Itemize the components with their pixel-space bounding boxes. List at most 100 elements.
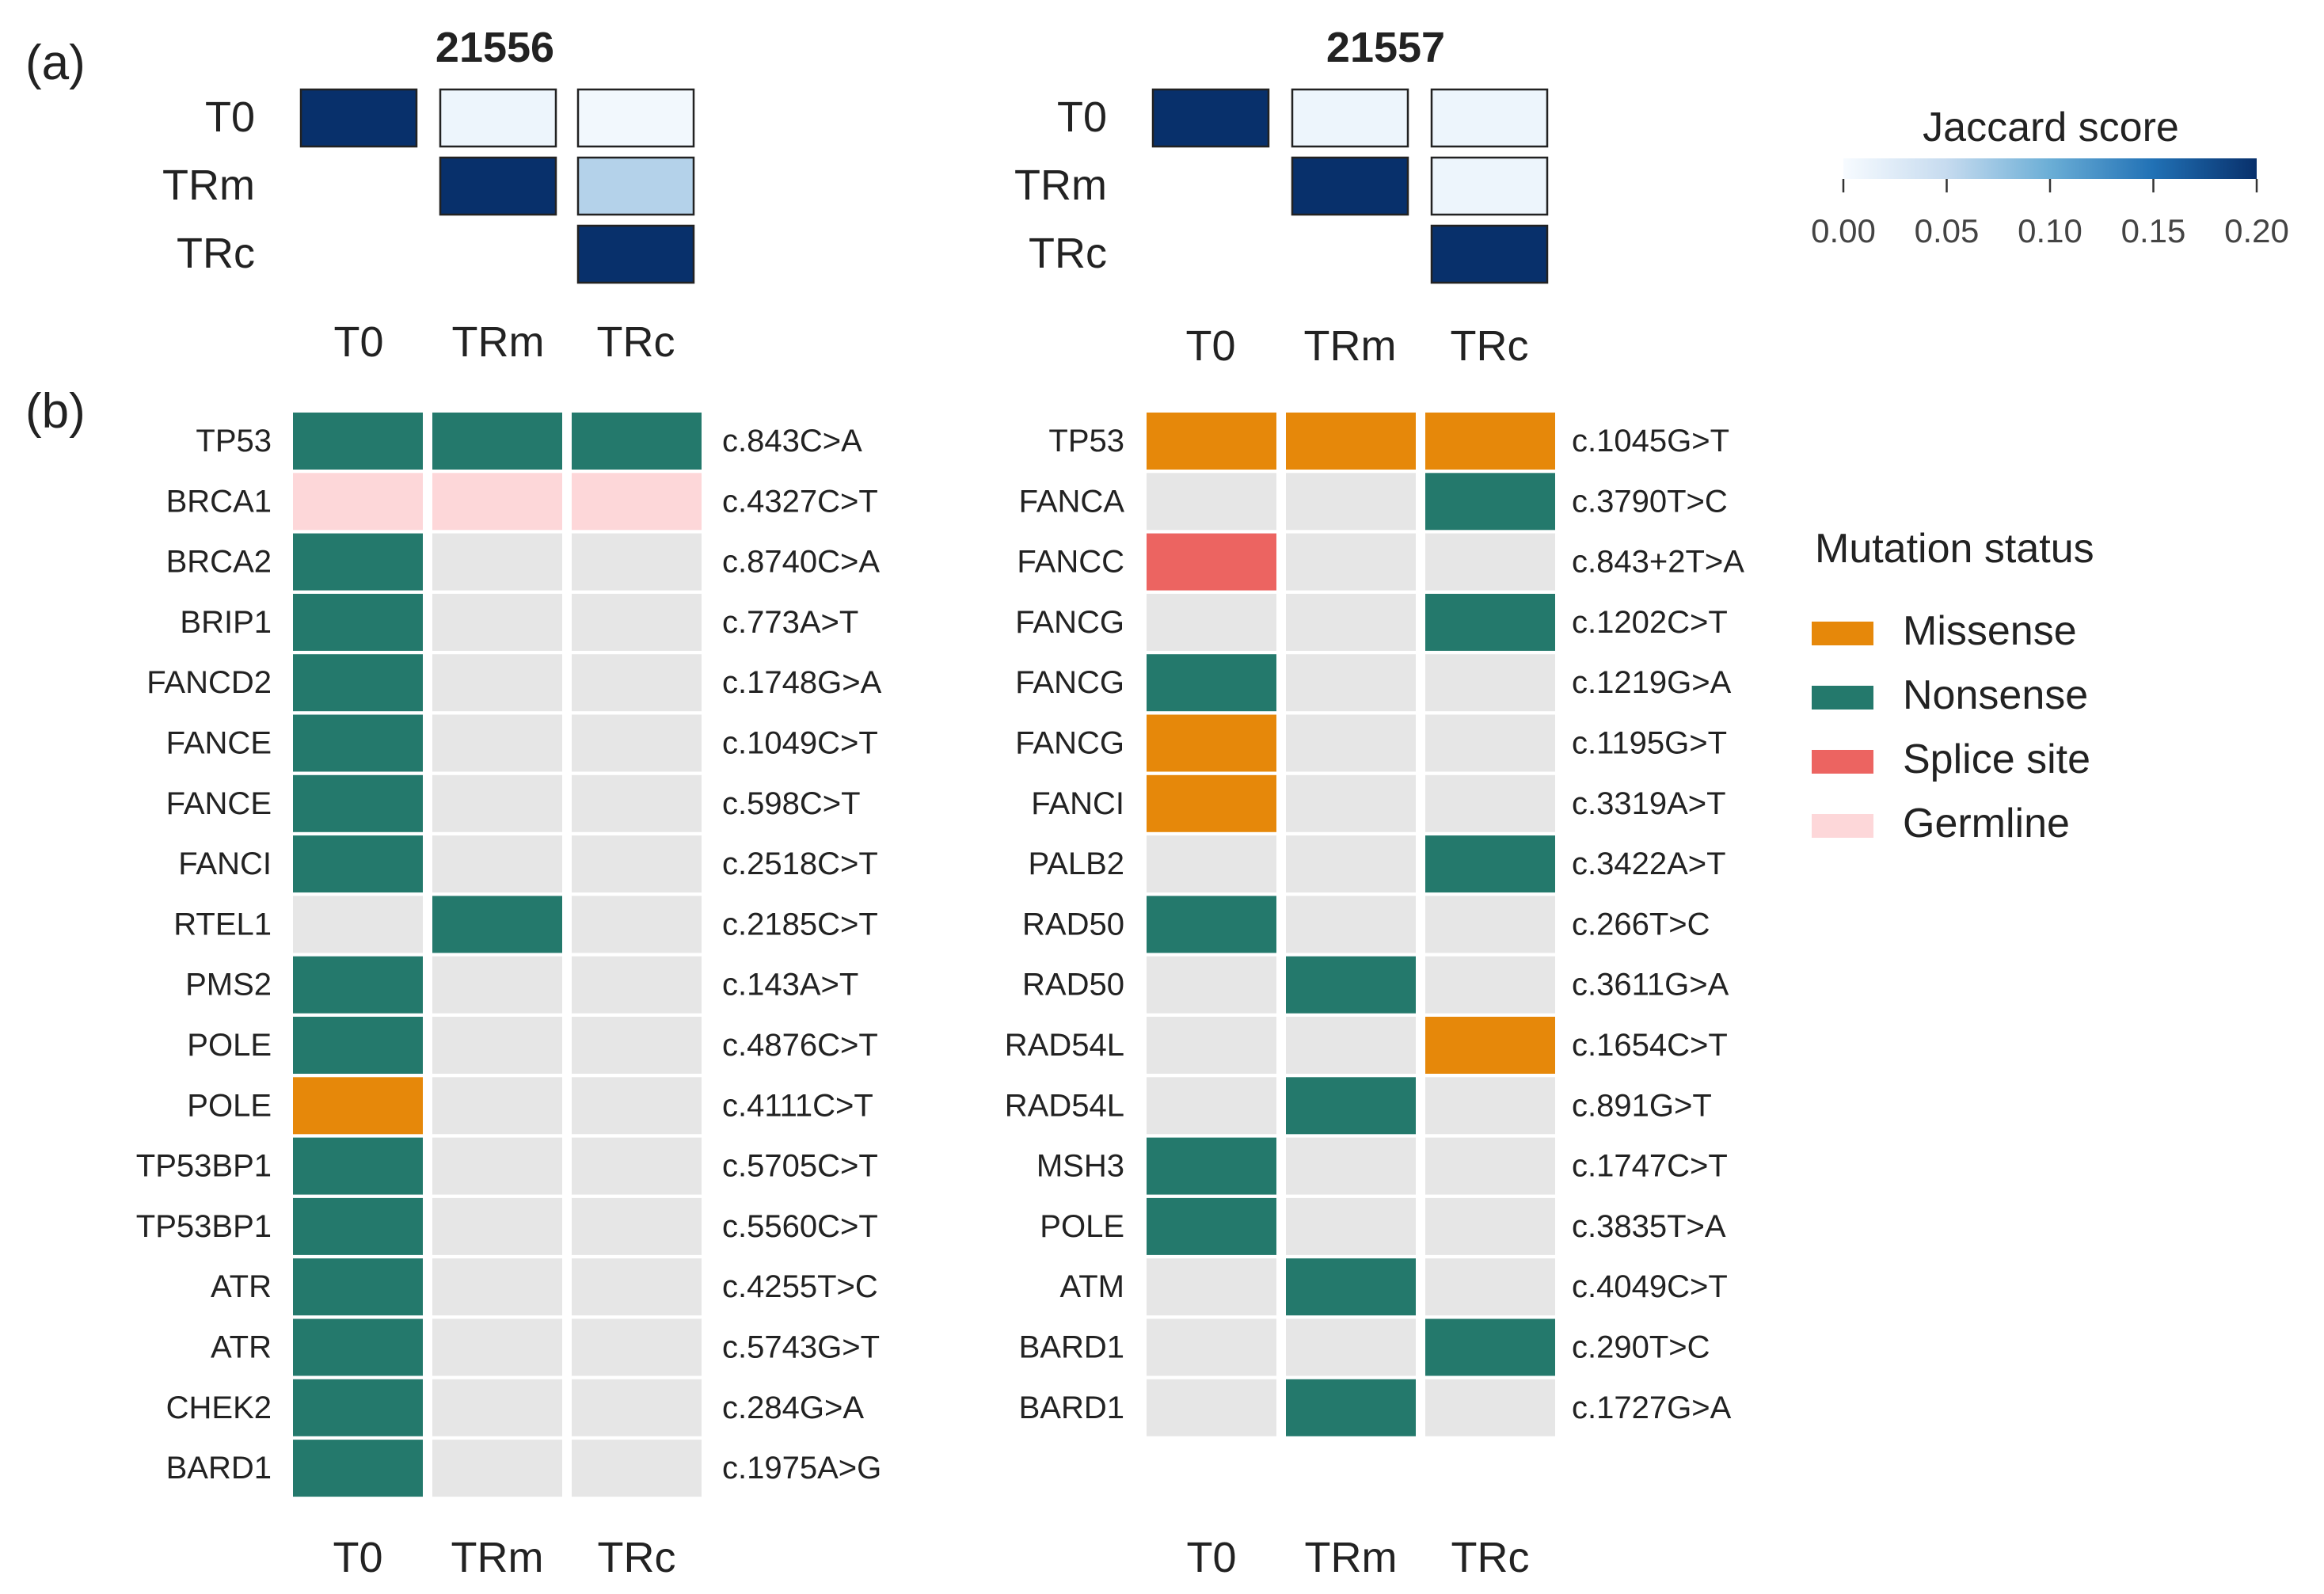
mutation-cell-21557-rad54l-trc-none (1425, 1077, 1555, 1135)
mutation-cell-21556-bard1-t0-nonsense (293, 1440, 423, 1497)
mutation-cell-21557-rad50-trm-none (1286, 896, 1416, 953)
gene-label: CHEK2 (166, 1390, 272, 1425)
mutation-cell-21556-pms2-trc-none (572, 956, 702, 1014)
gene-label: FANCG (1015, 605, 1124, 640)
mutation-cell-21556-fance-trm-none (432, 774, 562, 832)
mutation-cell-21556-atr-trm-none (432, 1258, 562, 1316)
legend-swatch-splice (1812, 750, 1873, 774)
variant-label: c.1049C>T (722, 726, 878, 761)
mutation-cell-21557-palb2-trc-nonsense (1425, 835, 1555, 893)
variant-label: c.143A>T (722, 968, 858, 1002)
panel-label-b: (b) (25, 384, 86, 439)
mutation-cell-21556-tp53bp1-trm-none (432, 1197, 562, 1255)
mutation-cell-21556-brca1-t0-germline (293, 473, 423, 531)
mutation-cell-21556-bard1-trm-none (432, 1440, 562, 1497)
variant-label: c.3319A>T (1572, 786, 1726, 821)
mutation-cell-21556-chek2-trc-none (572, 1379, 702, 1436)
mutation-cell-21556-atr-t0-nonsense (293, 1258, 423, 1316)
gene-label: BRCA2 (166, 545, 272, 580)
gene-label: RAD50 (1022, 968, 1124, 1002)
legend-label-germline: Germline (1903, 801, 2070, 846)
mutation-cell-21557-rad54l-trm-nonsense (1286, 1077, 1416, 1135)
mutation-col-label-trc: TRc (1451, 1534, 1530, 1581)
gene-label: RAD50 (1022, 907, 1124, 942)
mutation-cell-21556-atr-trm-none (432, 1318, 562, 1376)
mutation-cell-21557-rad50-t0-nonsense (1147, 896, 1276, 953)
variant-label: c.2518C>T (722, 846, 878, 881)
mutation-cell-21556-brca1-trc-germline (572, 473, 702, 531)
gene-label: BRIP1 (180, 605, 272, 640)
variant-label: c.2185C>T (722, 907, 878, 942)
jaccard-cell-t0-t0 (1151, 88, 1270, 148)
mutation-cell-21556-pms2-trm-none (432, 956, 562, 1014)
variant-label: c.1747C>T (1572, 1149, 1728, 1184)
legend-label-missense: Missense (1903, 608, 2077, 654)
legend-swatch-germline (1812, 814, 1873, 838)
jaccard-col-label-trm: TRm (452, 318, 545, 366)
mutation-cell-21557-tp53-t0-missense (1147, 413, 1276, 470)
gene-label: POLE (1040, 1209, 1124, 1244)
mutation-cell-21556-fanci-t0-nonsense (293, 835, 423, 893)
variant-label: c.843C>A (722, 424, 862, 458)
mutation-cell-21557-pole-trm-none (1286, 1197, 1416, 1255)
gene-label: POLE (187, 1088, 272, 1123)
variant-label: c.284G>A (722, 1390, 864, 1425)
mutation-cell-21556-brca2-t0-nonsense (293, 533, 423, 591)
variant-label: c.8740C>A (722, 545, 880, 580)
mutation-col-label-trm: TRm (451, 1534, 544, 1581)
gene-label: BRCA1 (166, 484, 272, 519)
mutation-legend: Mutation status Missense Nonsense Splice s… (1812, 526, 2094, 846)
mutation-cell-21556-fancd2-trm-none (432, 654, 562, 712)
jaccard-legend-title: Jaccard score (1923, 105, 2179, 150)
mutation-cell-21556-fance-trm-none (432, 714, 562, 772)
mutation-cell-21556-bard1-trc-none (572, 1440, 702, 1497)
mutation-cell-21557-bard1-t0-none (1147, 1379, 1276, 1436)
variant-label: c.1727G>A (1572, 1390, 1732, 1425)
variant-label: c.5560C>T (722, 1209, 878, 1244)
jaccard-cell-trm-trm (439, 156, 557, 216)
variant-label: c.5705C>T (722, 1149, 878, 1184)
mutation-cell-21557-tp53-trc-missense (1425, 413, 1555, 470)
jaccard-cell-t0-trm (1291, 88, 1409, 148)
mutation-cell-21556-tp53-trc-nonsense (572, 413, 702, 470)
jaccard-row-label-trc: TRc (177, 230, 255, 277)
gene-label: PMS2 (185, 968, 272, 1002)
gene-label: RAD54L (1005, 1028, 1124, 1063)
mutation-cell-21557-fancc-t0-splice (1147, 533, 1276, 591)
mutation-cell-21556-brca2-trc-none (572, 533, 702, 591)
mutation-cell-21556-atr-trc-none (572, 1258, 702, 1316)
jaccard-cell-t0-trm (439, 88, 557, 148)
variant-label: c.3835T>A (1572, 1209, 1726, 1244)
jaccard-cell-trc-trc (1430, 224, 1549, 284)
variant-label: c.598C>T (722, 786, 861, 821)
mutation-cell-21557-fanca-t0-none (1147, 473, 1276, 531)
variant-label: c.891G>T (1572, 1088, 1712, 1123)
mutation-cell-21556-fance-t0-nonsense (293, 774, 423, 832)
gene-label: MSH3 (1036, 1149, 1124, 1184)
mutation-cell-21557-fanci-t0-missense (1147, 774, 1276, 832)
mutation-cell-21556-tp53-t0-nonsense (293, 413, 423, 470)
gene-label: RTEL1 (173, 907, 272, 942)
gene-label: TP53 (1048, 424, 1124, 458)
mutation-cell-21556-tp53bp1-trc-none (572, 1197, 702, 1255)
variant-label: c.290T>C (1572, 1330, 1710, 1365)
mutation-cell-21556-fancd2-trc-none (572, 654, 702, 712)
mutation-col-label-trc: TRc (598, 1534, 676, 1581)
jaccard-heatmap-21557: 21557 T0 TRm TRc T0 TRm TRc (1014, 24, 1549, 370)
variant-label: c.1195G>T (1572, 726, 1727, 761)
jaccard-row-label-t0: T0 (1057, 93, 1107, 141)
gene-label: RAD54L (1005, 1088, 1124, 1123)
jaccard-cell-trm-trc (576, 156, 695, 216)
gene-label: TP53 (196, 424, 272, 458)
gene-label: FANCE (166, 726, 272, 761)
mutation-cell-21557-fancc-trm-none (1286, 533, 1416, 591)
mutation-cell-21557-rad54l-t0-none (1147, 1077, 1276, 1135)
mutation-cell-21557-rad54l-trc-missense (1425, 1017, 1555, 1074)
gene-label: FANCC (1017, 545, 1124, 580)
mutation-legend-title: Mutation status (1815, 526, 2094, 572)
mutation-cell-21557-fancg-trc-none (1425, 654, 1555, 712)
variant-label: c.4111C>T (722, 1088, 873, 1123)
mutation-cell-21556-brip1-trc-none (572, 593, 702, 651)
legend-swatch-nonsense (1812, 686, 1873, 710)
mutation-cell-21556-tp53bp1-trc-none (572, 1137, 702, 1195)
